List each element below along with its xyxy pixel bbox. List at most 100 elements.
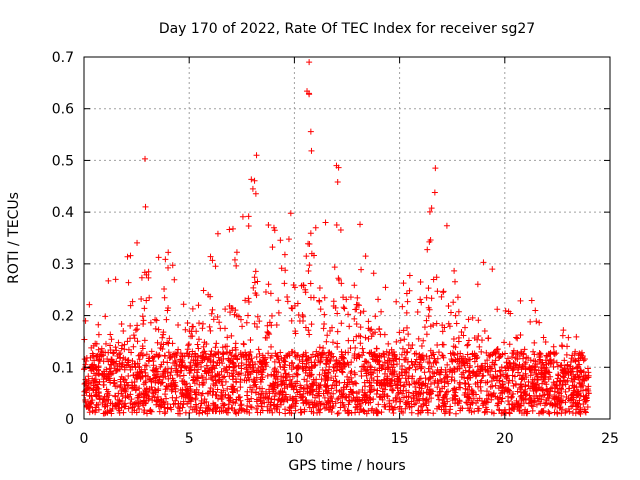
data-point [274,353,281,360]
data-point [475,407,482,414]
data-point [150,358,157,365]
data-point [523,354,530,361]
data-point [318,376,325,383]
data-point [461,380,468,387]
data-point [554,410,561,417]
data-point [259,366,266,373]
data-point [426,306,433,313]
data-point [531,351,538,358]
data-point [424,406,431,413]
data-point [264,322,271,329]
data-point [347,345,354,352]
data-point [145,274,152,281]
data-point [400,387,407,394]
data-point [529,383,536,390]
data-point [259,407,266,414]
data-point [162,256,169,263]
data-point [375,358,382,365]
data-point [324,398,331,405]
data-point [536,357,543,364]
x-tick-labels: 0 5 10 15 20 25 [80,431,619,447]
data-point [182,326,189,333]
data-point [306,59,313,66]
data-point [115,339,122,346]
data-point [572,358,579,365]
data-point [380,362,387,369]
data-point [234,387,241,394]
data-point [269,409,276,416]
data-point [292,407,299,414]
data-point [244,371,251,378]
data-point [152,389,159,396]
data-point [96,395,103,402]
data-point [443,389,450,396]
data-point [418,299,425,306]
data-point [264,372,271,379]
data-point [545,360,552,367]
data-point [409,362,416,369]
data-point [171,276,178,283]
data-point [496,407,503,414]
data-point [148,378,155,385]
data-point [419,395,426,402]
data-point [212,373,219,380]
data-point [581,355,588,362]
data-point [503,375,510,382]
data-point [104,356,111,363]
data-point [457,350,464,357]
data-point [269,380,276,387]
data-point [143,351,150,358]
data-point [556,399,563,406]
data-point [308,321,315,328]
data-point [545,376,552,383]
data-point [252,268,259,275]
data-point [509,365,516,372]
data-point [484,357,491,364]
data-point [536,410,543,417]
data-point [404,298,411,305]
data-point [319,367,326,374]
data-point [370,377,377,384]
data-point [300,282,307,289]
data-point [520,400,527,407]
data-point [413,379,420,386]
data-point [172,367,179,374]
data-point [233,379,240,386]
data-point [162,352,169,359]
data-point [415,407,422,414]
data-point [544,391,551,398]
data-point [346,323,353,330]
data-point [434,342,441,349]
data-point [291,284,298,291]
data-point [520,350,527,357]
data-point [425,313,432,320]
data-point [275,297,282,304]
data-point [172,385,179,392]
data-point [573,364,580,371]
data-point [353,306,360,313]
data-point [271,372,278,379]
data-point [245,295,252,302]
data-point [207,253,214,260]
data-point [334,310,341,317]
data-point [145,268,152,275]
data-point [465,356,472,363]
data-point [121,403,128,410]
data-point [328,354,335,361]
data-point [119,359,126,366]
data-point [192,360,199,367]
data-point [432,165,439,172]
data-point [444,373,451,380]
data-point [98,345,105,352]
data-point [329,324,336,331]
data-point [114,383,121,390]
data-point [436,404,443,411]
data-point [334,328,341,335]
data-point [196,410,203,417]
data-point [302,349,309,356]
data-point [557,398,564,405]
data-point [393,361,400,368]
data-point [105,277,112,284]
data-point [104,409,111,416]
data-point [143,362,150,369]
